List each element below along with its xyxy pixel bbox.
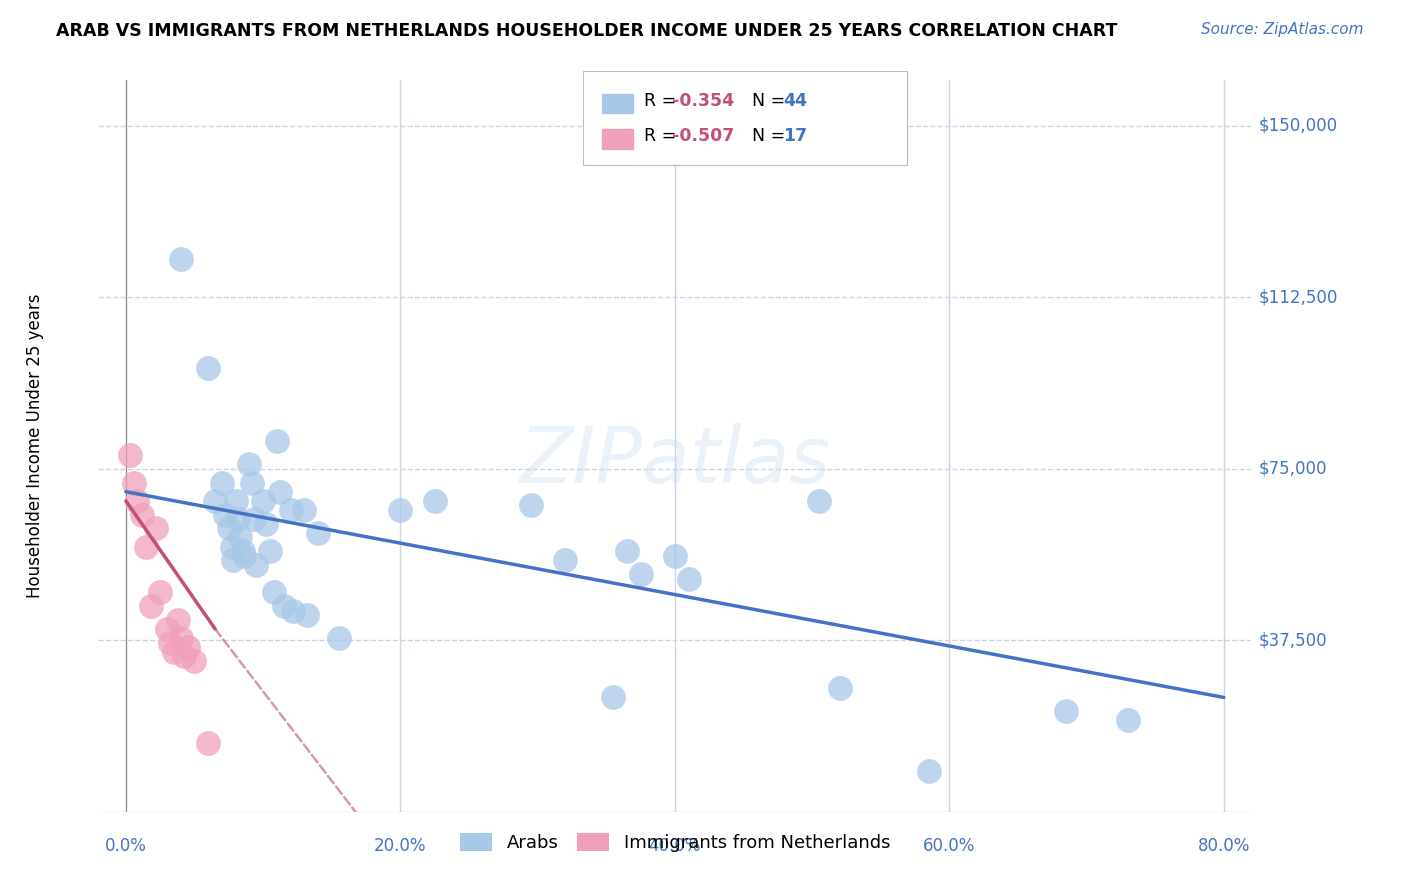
Point [225, 493, 247, 508]
Text: Source: ZipAtlas.com: Source: ZipAtlas.com [1201, 22, 1364, 37]
Point [664, 549, 686, 563]
Point [211, 475, 233, 490]
Point [254, 516, 277, 531]
Point [242, 512, 264, 526]
Point [1054, 704, 1077, 718]
Text: N =: N = [752, 128, 792, 145]
Text: 44: 44 [783, 92, 807, 110]
Point [118, 448, 141, 462]
Point [283, 603, 305, 617]
Point [197, 361, 219, 376]
Point [292, 503, 315, 517]
Point [808, 493, 831, 508]
Point [170, 631, 193, 645]
Point [221, 540, 243, 554]
Point [176, 640, 198, 655]
Point [828, 681, 851, 696]
Point [173, 649, 195, 664]
Point [145, 521, 167, 535]
Point [163, 645, 186, 659]
Point [218, 521, 240, 535]
Point [259, 544, 281, 558]
Point [520, 499, 543, 513]
Point [307, 525, 329, 540]
Text: ZIPatlas: ZIPatlas [519, 423, 831, 499]
Text: N =: N = [752, 92, 792, 110]
Text: $150,000: $150,000 [1258, 117, 1337, 135]
Point [197, 736, 219, 750]
Point [149, 585, 172, 599]
Point [328, 631, 350, 645]
Point [245, 558, 267, 572]
Point [139, 599, 162, 613]
Text: R =: R = [644, 128, 682, 145]
Point [602, 690, 624, 705]
Text: R =: R = [644, 92, 682, 110]
Point [1116, 714, 1139, 728]
Text: 20.0%: 20.0% [374, 837, 426, 855]
Point [214, 508, 236, 522]
Point [135, 540, 157, 554]
Point [125, 493, 148, 508]
Text: 0.0%: 0.0% [105, 837, 146, 855]
Point [263, 585, 285, 599]
Point [616, 544, 638, 558]
Point [269, 484, 291, 499]
Point [630, 567, 652, 582]
Point [295, 608, 318, 623]
Point [131, 508, 153, 522]
Point [222, 553, 245, 567]
Text: ARAB VS IMMIGRANTS FROM NETHERLANDS HOUSEHOLDER INCOME UNDER 25 YEARS CORRELATIO: ARAB VS IMMIGRANTS FROM NETHERLANDS HOUS… [56, 22, 1118, 40]
Point [232, 549, 254, 563]
Point [228, 512, 250, 526]
Point [423, 493, 446, 508]
Point [204, 493, 226, 508]
Text: 80.0%: 80.0% [1198, 837, 1250, 855]
Point [122, 475, 145, 490]
Text: $75,000: $75,000 [1258, 460, 1327, 478]
Text: $37,500: $37,500 [1258, 632, 1327, 649]
Text: 60.0%: 60.0% [924, 837, 976, 855]
Point [266, 434, 288, 449]
Point [183, 654, 205, 668]
Text: Householder Income Under 25 years: Householder Income Under 25 years [25, 293, 44, 599]
Point [170, 252, 193, 266]
Point [678, 572, 700, 586]
Point [554, 553, 576, 567]
Point [156, 622, 179, 636]
Text: -0.507: -0.507 [672, 128, 734, 145]
Text: $112,500: $112,500 [1258, 288, 1337, 307]
Point [229, 530, 252, 544]
Text: -0.354: -0.354 [672, 92, 734, 110]
Legend: Arabs, Immigrants from Netherlands: Arabs, Immigrants from Netherlands [454, 828, 896, 857]
Point [389, 503, 412, 517]
Text: 40.0%: 40.0% [648, 837, 702, 855]
Point [273, 599, 295, 613]
Point [159, 635, 181, 649]
Point [280, 503, 302, 517]
Point [231, 544, 254, 558]
Point [918, 764, 941, 778]
Point [252, 493, 274, 508]
Point [238, 457, 260, 471]
Text: 17: 17 [783, 128, 807, 145]
Point [167, 613, 190, 627]
Point [240, 475, 263, 490]
